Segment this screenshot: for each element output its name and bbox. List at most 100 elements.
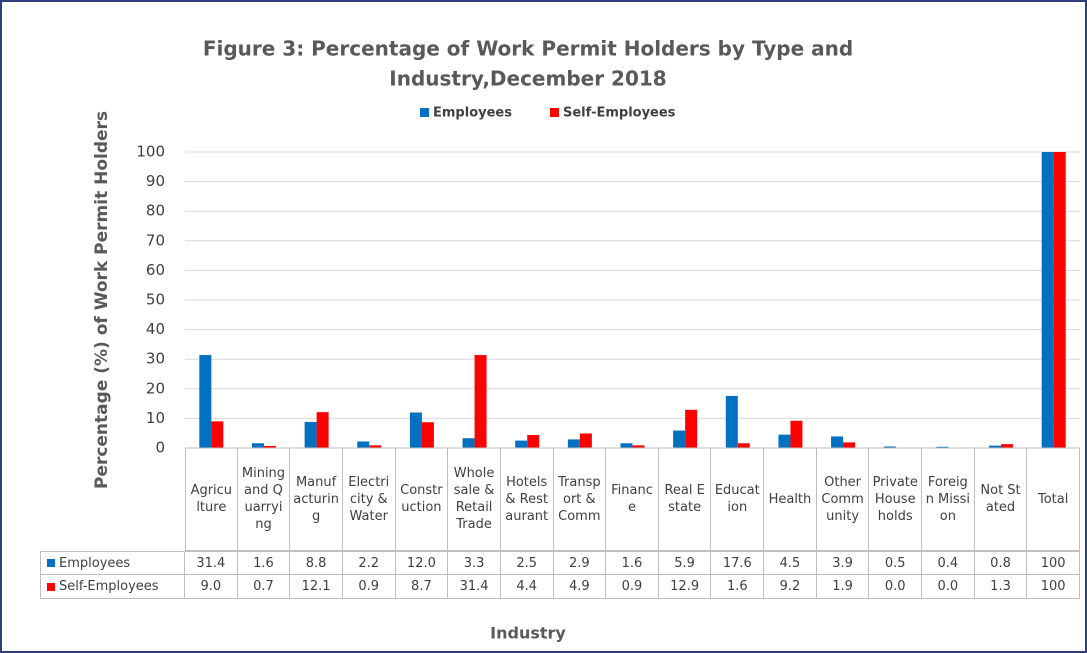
table-value: 0.7 [237,575,291,599]
bar [632,445,645,448]
table-row-header: Employees [40,551,185,575]
bar [316,412,329,448]
bar [579,433,592,448]
y-tick-label: 40 [146,320,165,338]
table-value: 100 [1027,575,1080,599]
table-value: 1.6 [237,551,291,575]
category-label: Manufacturing [293,474,339,524]
bar [515,440,528,448]
table-value: 17.6 [711,551,765,575]
table-value: 0.0 [869,575,923,599]
table-value: 4.4 [500,575,554,599]
category-cell: Health [764,448,817,551]
table-value: 8.7 [395,575,449,599]
table-value: 2.9 [553,551,607,575]
table-value: 1.3 [974,575,1028,599]
bar [1001,444,1014,448]
bar [409,412,422,448]
table-value: 2.5 [500,551,554,575]
bar [421,422,434,448]
bar [1053,152,1066,448]
table-value: 31.4 [185,551,238,575]
category-label: Agriculture [190,483,233,515]
y-axis-label: Percentage (%) of Work Permit Holders [92,111,112,489]
category-label: Education [714,483,760,515]
bar [778,434,791,448]
category-label: Electricity & Water [348,474,390,524]
y-tick-label: 60 [146,261,165,279]
bar [725,395,738,448]
category-label: Health [768,491,812,507]
bar [567,439,580,448]
legend-swatch [550,108,559,117]
bar [737,443,750,448]
table-value: 9.0 [185,575,238,599]
y-tick-label: 10 [146,409,165,427]
bar [462,438,475,448]
category-cell: Total [1027,448,1080,551]
bar [251,443,264,448]
bar [843,442,856,448]
y-tick-label: 70 [146,231,165,249]
table-value: 0.9 [342,575,396,599]
bar [1041,152,1054,448]
bar [936,446,949,448]
bar [304,421,317,448]
y-tick-label: 20 [146,379,165,397]
category-cell: Education [711,448,765,551]
bar [211,421,224,448]
table-value: 8.8 [290,551,343,575]
category-cell: Construction [395,448,449,551]
table-legend-label: Employees [59,555,131,571]
table-value: 9.2 [764,575,817,599]
legend-label: Employees [433,106,512,121]
category-label: Wholesale & Retail Trade [453,466,495,532]
table-value: 0.4 [922,551,975,575]
bar [620,443,633,448]
table-row-header: Self-Employees [40,575,185,599]
y-tick-label: 50 [146,291,165,309]
category-cell: Not Stated [974,448,1028,551]
category-cell: Wholesale & Retail Trade [448,448,501,551]
table-value: 2.2 [342,551,396,575]
category-cell: Manufacturing [290,448,343,551]
bar [474,355,487,448]
table-value: 5.9 [658,551,712,575]
table-value: 3.3 [448,551,501,575]
chart-title: Figure 3: Percentage of Work Permit Hold… [203,37,853,61]
table-value: 12.0 [395,551,449,575]
table-value: 4.9 [553,575,607,599]
table-value: 0.8 [974,551,1028,575]
table-value: 12.1 [290,575,343,599]
table-value: 4.5 [764,551,817,575]
category-cell: Real Estate [658,448,712,551]
category-cell: Private Households [869,448,923,551]
table-value: 1.6 [711,575,765,599]
bar [831,436,844,448]
chart-title: Industry,December 2018 [389,67,666,91]
table-value: 100 [1027,551,1080,575]
bar [527,434,540,448]
table-value: 3.9 [816,551,870,575]
category-label: Not Stated [980,483,1021,515]
table-value: 1.9 [816,575,870,599]
category-label: Construction [400,483,443,515]
category-cell: Mining and Quarrying [237,448,291,551]
category-label: Mining and Quarrying [241,466,286,532]
table-value: 1.6 [606,551,659,575]
legend-label: Self-Employees [563,106,676,121]
bar [883,446,896,448]
table-legend-swatch [47,559,55,567]
bar [263,445,276,448]
x-axis-label: Industry [490,624,566,643]
y-tick-label: 30 [146,350,165,368]
y-tick-label: 100 [136,143,165,161]
category-cell: Electricity & Water [342,448,396,551]
category-label: Total [1037,491,1069,507]
bar [673,430,686,448]
table-legend-label: Self-Employees [59,579,159,594]
table-value: 0.5 [869,551,923,575]
bar [685,409,698,448]
